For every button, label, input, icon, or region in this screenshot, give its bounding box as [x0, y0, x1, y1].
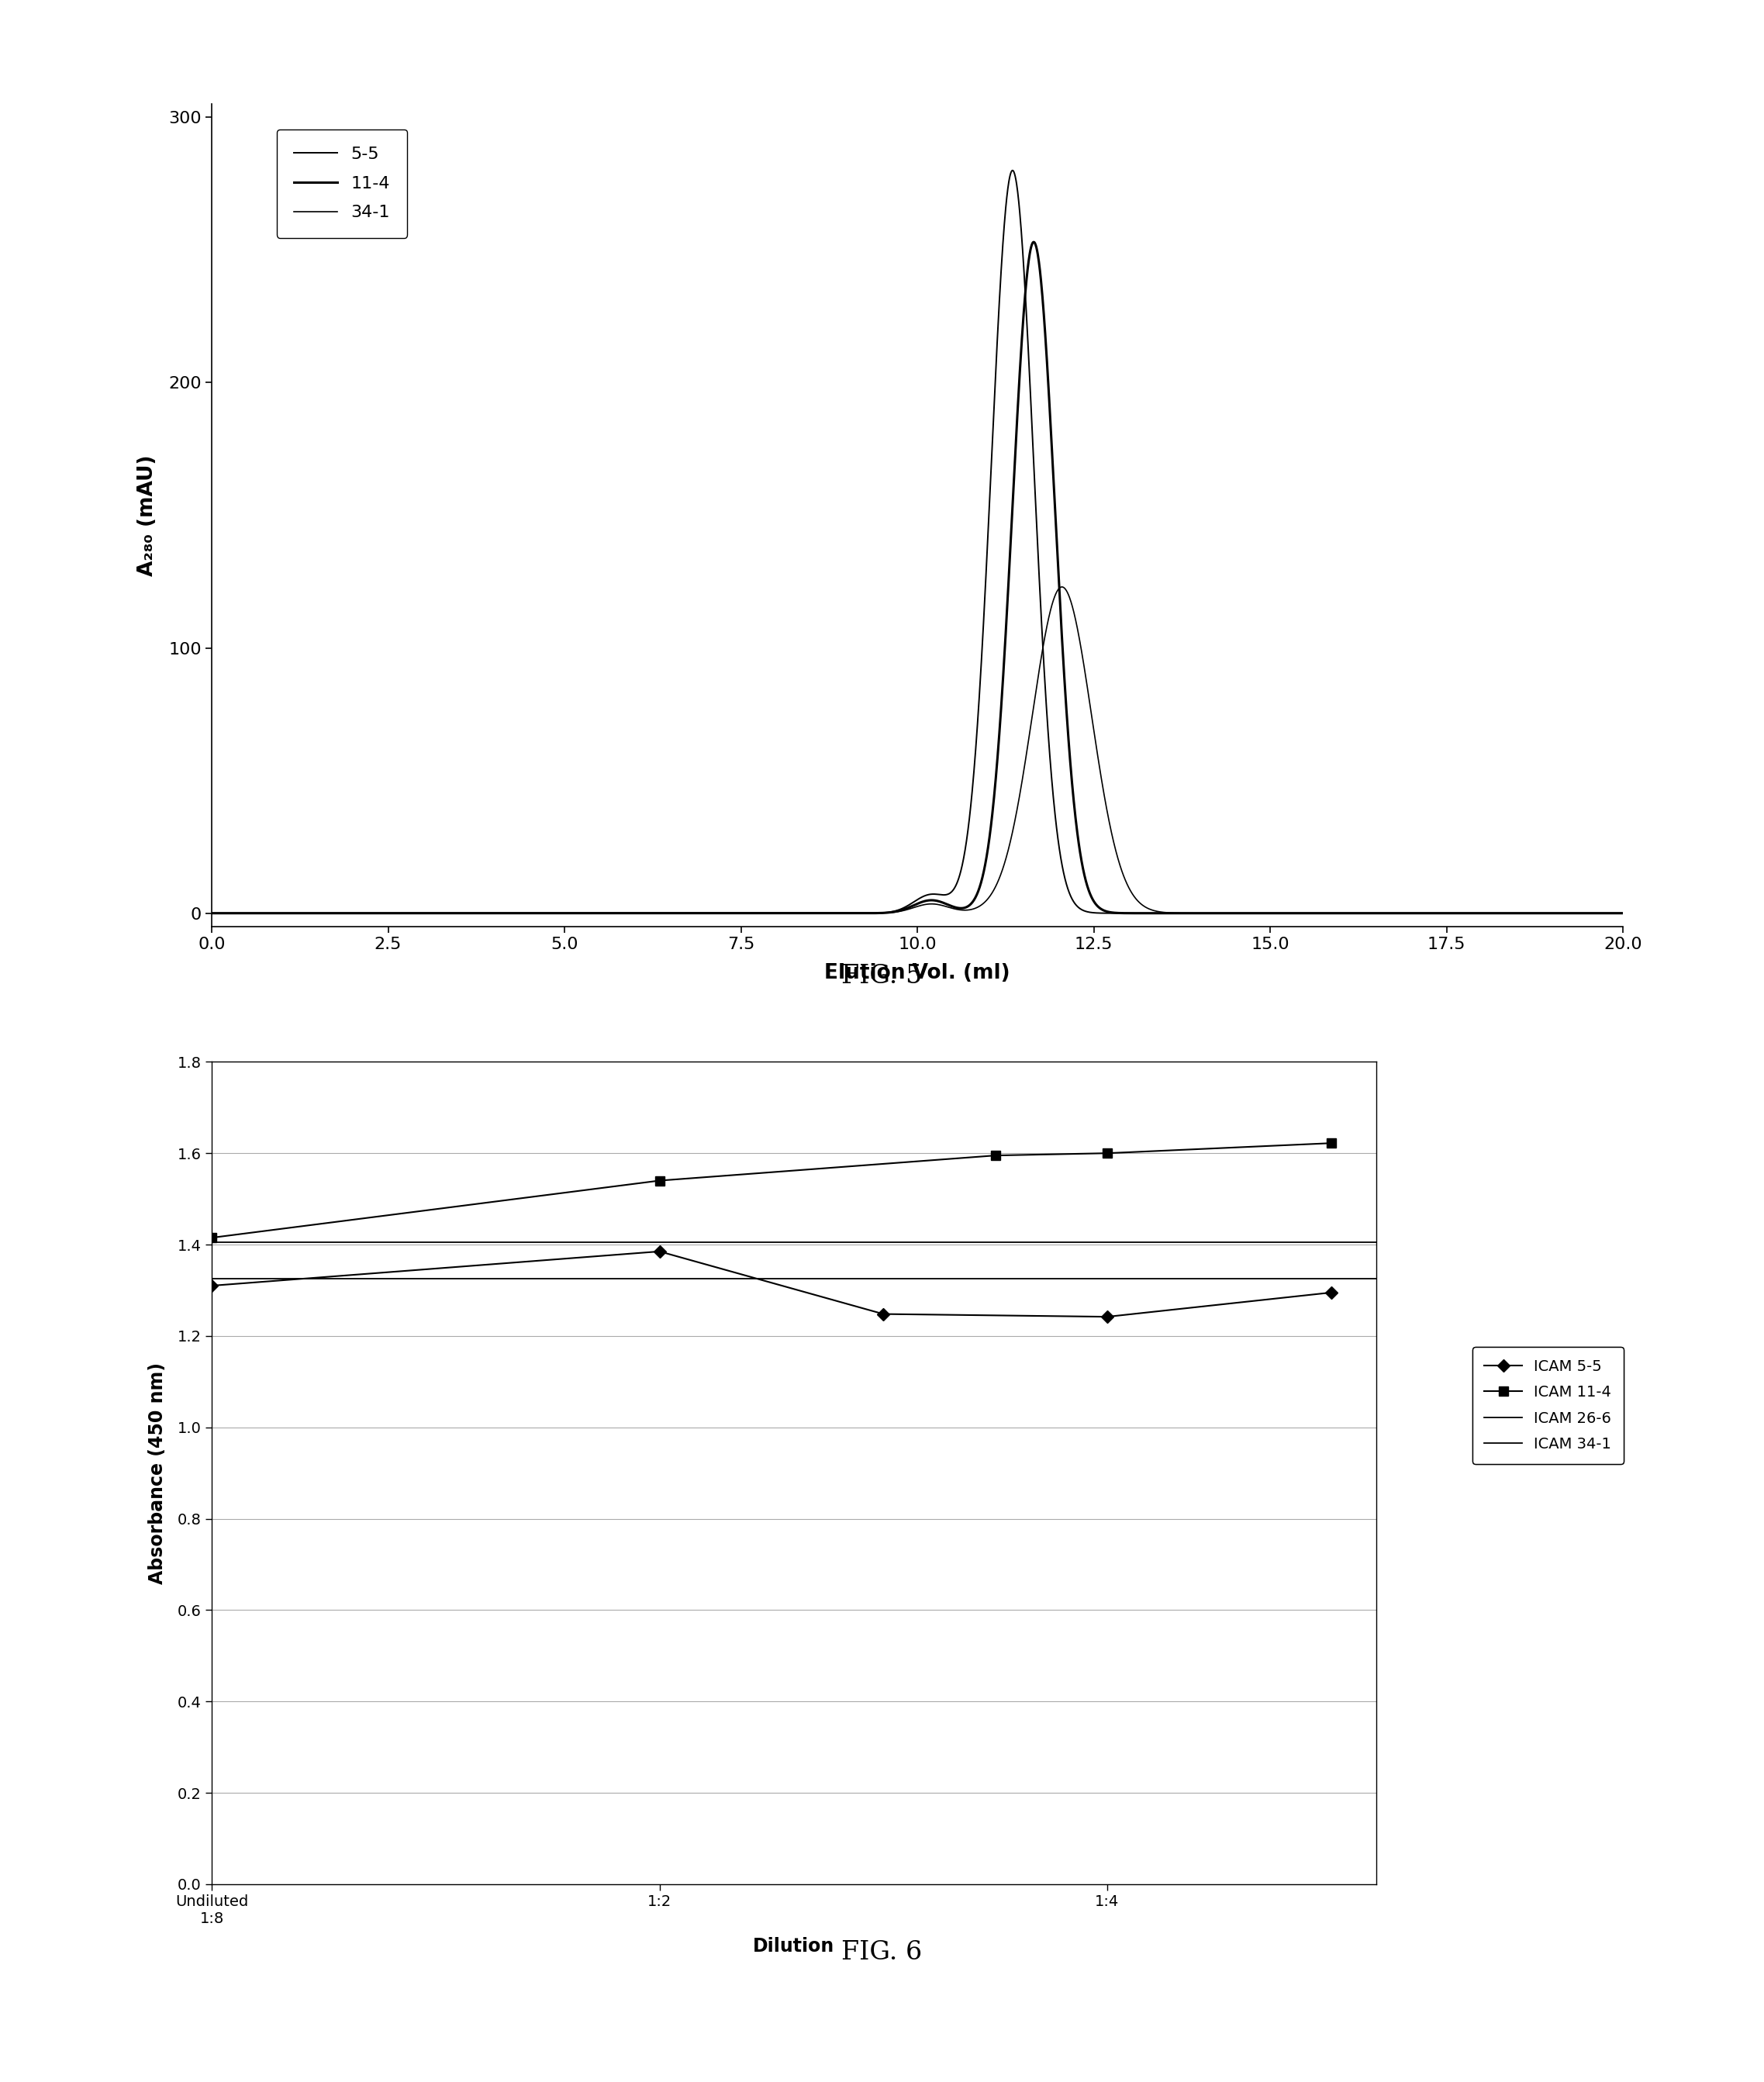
5-5 [804, 902, 826, 926]
5-5 [1499, 902, 1521, 926]
Line: ICAM 11-4: ICAM 11-4 [208, 1139, 1335, 1243]
ICAM 5-5 [873, 1301, 894, 1326]
34-1 [201, 902, 222, 926]
11-4 [1023, 229, 1044, 254]
X-axis label: Dilution: Dilution [753, 1936, 834, 1955]
5-5 [871, 899, 893, 924]
5-5 [1226, 902, 1247, 926]
ICAM 11-4 [984, 1143, 1005, 1168]
34-1 [1570, 902, 1591, 926]
Line: 34-1: 34-1 [212, 587, 1623, 914]
34-1 [794, 902, 815, 926]
Legend: ICAM 5-5, ICAM 11-4, ICAM 26-6, ICAM 34-1: ICAM 5-5, ICAM 11-4, ICAM 26-6, ICAM 34-… [1473, 1347, 1623, 1464]
11-4 [871, 902, 893, 926]
34-1 [871, 902, 893, 926]
ICAM 5-5 [649, 1239, 670, 1264]
34-1 [1499, 902, 1521, 926]
X-axis label: Elution Vol. (ml): Elution Vol. (ml) [824, 964, 1011, 983]
5-5 [1002, 158, 1023, 183]
34-1 [1226, 902, 1247, 926]
ICAM 11-4 [649, 1168, 670, 1193]
ICAM 5-5 [1097, 1303, 1118, 1328]
Text: FIG. 5: FIG. 5 [841, 964, 923, 989]
Line: 5-5: 5-5 [212, 171, 1623, 914]
5-5 [1570, 902, 1591, 926]
ICAM 11-4 [201, 1224, 222, 1249]
Line: 11-4: 11-4 [212, 242, 1623, 914]
34-1 [1051, 575, 1073, 600]
11-4 [1570, 902, 1591, 926]
11-4 [201, 902, 222, 926]
Y-axis label: A₂₈₀ (mAU): A₂₈₀ (mAU) [138, 454, 157, 577]
5-5 [1612, 902, 1633, 926]
Text: FIG. 6: FIG. 6 [841, 1940, 923, 1965]
5-5 [794, 902, 815, 926]
ICAM 11-4 [1097, 1141, 1118, 1166]
11-4 [1226, 902, 1247, 926]
11-4 [794, 902, 815, 926]
Legend: 5-5, 11-4, 34-1: 5-5, 11-4, 34-1 [277, 129, 407, 237]
11-4 [1499, 902, 1521, 926]
5-5 [201, 902, 222, 926]
11-4 [1612, 902, 1633, 926]
ICAM 5-5 [201, 1274, 222, 1299]
ICAM 5-5 [1321, 1280, 1342, 1305]
11-4 [804, 902, 826, 926]
Line: ICAM 5-5: ICAM 5-5 [208, 1247, 1335, 1322]
ICAM 11-4 [1321, 1131, 1342, 1156]
34-1 [1612, 902, 1633, 926]
Y-axis label: Absorbance (450 nm): Absorbance (450 nm) [148, 1362, 166, 1584]
34-1 [804, 902, 826, 926]
